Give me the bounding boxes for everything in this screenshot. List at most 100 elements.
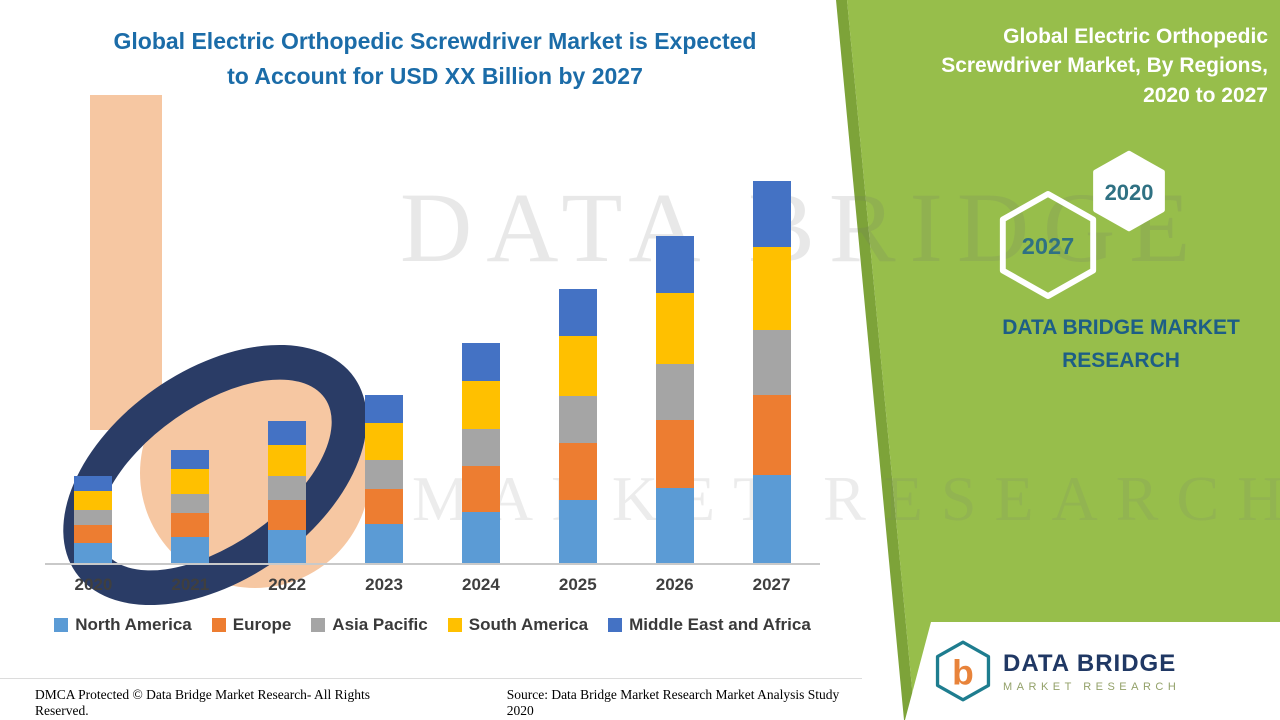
bar-segment-south-america-2022 [268,445,307,476]
legend-swatch-south-america [447,618,462,632]
x-axis-label-2022: 2022 [268,575,307,594]
hexagon-2027-year: 2027 [1022,233,1074,259]
side-panel-brand: DATA BRIDGE MARKET RESEARCH [985,312,1257,377]
bar-segment-north-america-2020 [74,543,113,563]
bar-segment-asia-pacific-2027 [752,330,791,395]
side-panel-brand-line1: DATA BRIDGE MARKET [1002,316,1240,339]
x-axis-label-2024: 2024 [462,575,500,594]
bar-segment-europe-2022 [268,500,307,530]
footer: DMCA Protected © Data Bridge Market Rese… [0,678,862,719]
bar-2022 [242,421,332,563]
bar-segment-middle-east-and-africa-2026 [655,236,694,293]
bar-stack-2026 [655,236,694,563]
company-logo: b DATA BRIDGE MARKET RESEARCH [905,622,1280,720]
side-panel-title: Global Electric Orthopedic Screwdriver M… [941,25,1268,107]
watermark-text-market-research: MARKET RESEARCH [412,463,1280,534]
bar-segment-south-america-2020 [74,491,113,510]
hexagon-2027-outline [999,190,1097,300]
hexagon-2020-outline [1093,150,1165,232]
x-axis-label-2023: 2023 [365,575,403,594]
bar-segment-europe-2021 [171,513,210,537]
hexagon-2020: 2020 [1093,150,1165,232]
legend-label-middle-east-and-africa: Middle East and Africa [629,615,811,634]
dbmr-monogram: b [952,652,974,692]
bar-2026 [630,236,720,563]
x-axis-label-2027: 2027 [752,575,791,594]
legend-label-europe: Europe [232,615,292,634]
bar-segment-asia-pacific-2026 [655,364,694,420]
legend-label-south-america: South America [468,615,589,634]
legend-swatch-middle-east-and-africa [608,618,623,632]
watermark-text-data-bridge: DATA BRIDGE [400,172,1205,283]
bar-segment-middle-east-and-africa-2022 [268,421,307,445]
bar-segment-asia-pacific-2022 [268,476,307,500]
x-axis-label-2020: 2020 [74,575,113,594]
dmca-notice: DMCA Protected © Data Bridge Market Rese… [35,687,370,718]
bar-segment-asia-pacific-2025 [558,396,597,443]
bar-2027 [727,181,817,563]
bar-stack-2024 [461,343,500,563]
bar-segment-south-america-2023 [365,423,404,460]
bar-segment-asia-pacific-2023 [365,460,404,489]
legend-item-middle-east-and-africa: Middle East and Africa [608,615,811,635]
bar-2021 [145,450,235,563]
bar-segment-south-america-2027 [752,247,791,330]
bar-segment-south-america-2025 [558,336,597,396]
bar-segment-south-america-2021 [171,469,210,494]
bar-segment-middle-east-and-africa-2023 [365,395,404,423]
bar-segment-europe-2025 [558,443,597,500]
legend-swatch-asia-pacific [311,618,326,632]
bar-segment-europe-2023 [365,489,404,524]
bar-segment-south-america-2024 [461,381,500,429]
side-panel-brand-line2: RESEARCH [1062,348,1180,372]
bar-segment-north-america-2021 [171,537,210,563]
x-axis-label-2025: 2025 [558,575,597,594]
bar-stack-2021 [171,450,210,563]
bar-stack-2023 [365,395,404,563]
x-axis-label-2021: 2021 [171,575,210,594]
hexagon-2020-year: 2020 [1105,180,1154,205]
bar-stack-2022 [268,421,307,563]
watermark-logo-stem [90,95,162,430]
bar-segment-asia-pacific-2020 [74,510,113,525]
bar-2024 [436,343,526,563]
bar-2025 [533,289,623,563]
bar-segment-europe-2026 [655,420,694,488]
bar-segment-europe-2024 [461,466,500,512]
bar-segment-asia-pacific-2021 [171,494,210,513]
bar-segment-middle-east-and-africa-2027 [752,181,791,247]
company-name: DATA BRIDGE [1003,649,1177,677]
bar-segment-north-america-2025 [558,500,597,563]
bar-segment-south-america-2026 [655,293,694,364]
bar-segment-middle-east-and-africa-2021 [171,450,210,469]
bar-2020 [48,476,138,563]
x-axis-label-2026: 2026 [655,575,694,594]
legend-label-asia-pacific: Asia Pacific [332,615,428,634]
chart-title: Global Electric Orthopedic Screwdriver M… [113,28,757,89]
legend-label-north-america: North America [75,615,192,634]
legend-item-europe: Europe [211,615,292,635]
bar-segment-north-america-2026 [655,488,694,563]
legend-swatch-europe [211,618,226,632]
bar-segment-middle-east-and-africa-2025 [558,289,597,336]
source-note: Source: Data Bridge Market Research Mark… [506,687,840,718]
bar-segment-north-america-2024 [461,512,500,563]
bar-segment-north-america-2022 [268,530,307,563]
bar-segment-europe-2020 [74,525,113,543]
legend-swatch-north-america [54,618,69,632]
legend-item-south-america: South America [447,615,589,635]
bar-2023 [339,395,429,563]
bar-stack-2025 [558,289,597,563]
chart-legend: North America Europe Asia Pacific South Ame… [35,615,830,635]
bar-segment-north-america-2023 [365,524,404,563]
legend-item-north-america: North America [54,615,192,635]
company-logo-text: DATA BRIDGE MARKET RESEARCH [1003,650,1180,693]
bar-stack-2020 [74,476,113,563]
bar-segment-asia-pacific-2024 [461,429,500,466]
bar-segment-north-america-2027 [752,475,791,563]
hexagon-2027: 2027 [999,190,1097,300]
bar-stack-2027 [752,181,791,563]
x-axis-labels: 2020 2021 2022 2023 2024 2025 2026 2027 [45,575,820,595]
